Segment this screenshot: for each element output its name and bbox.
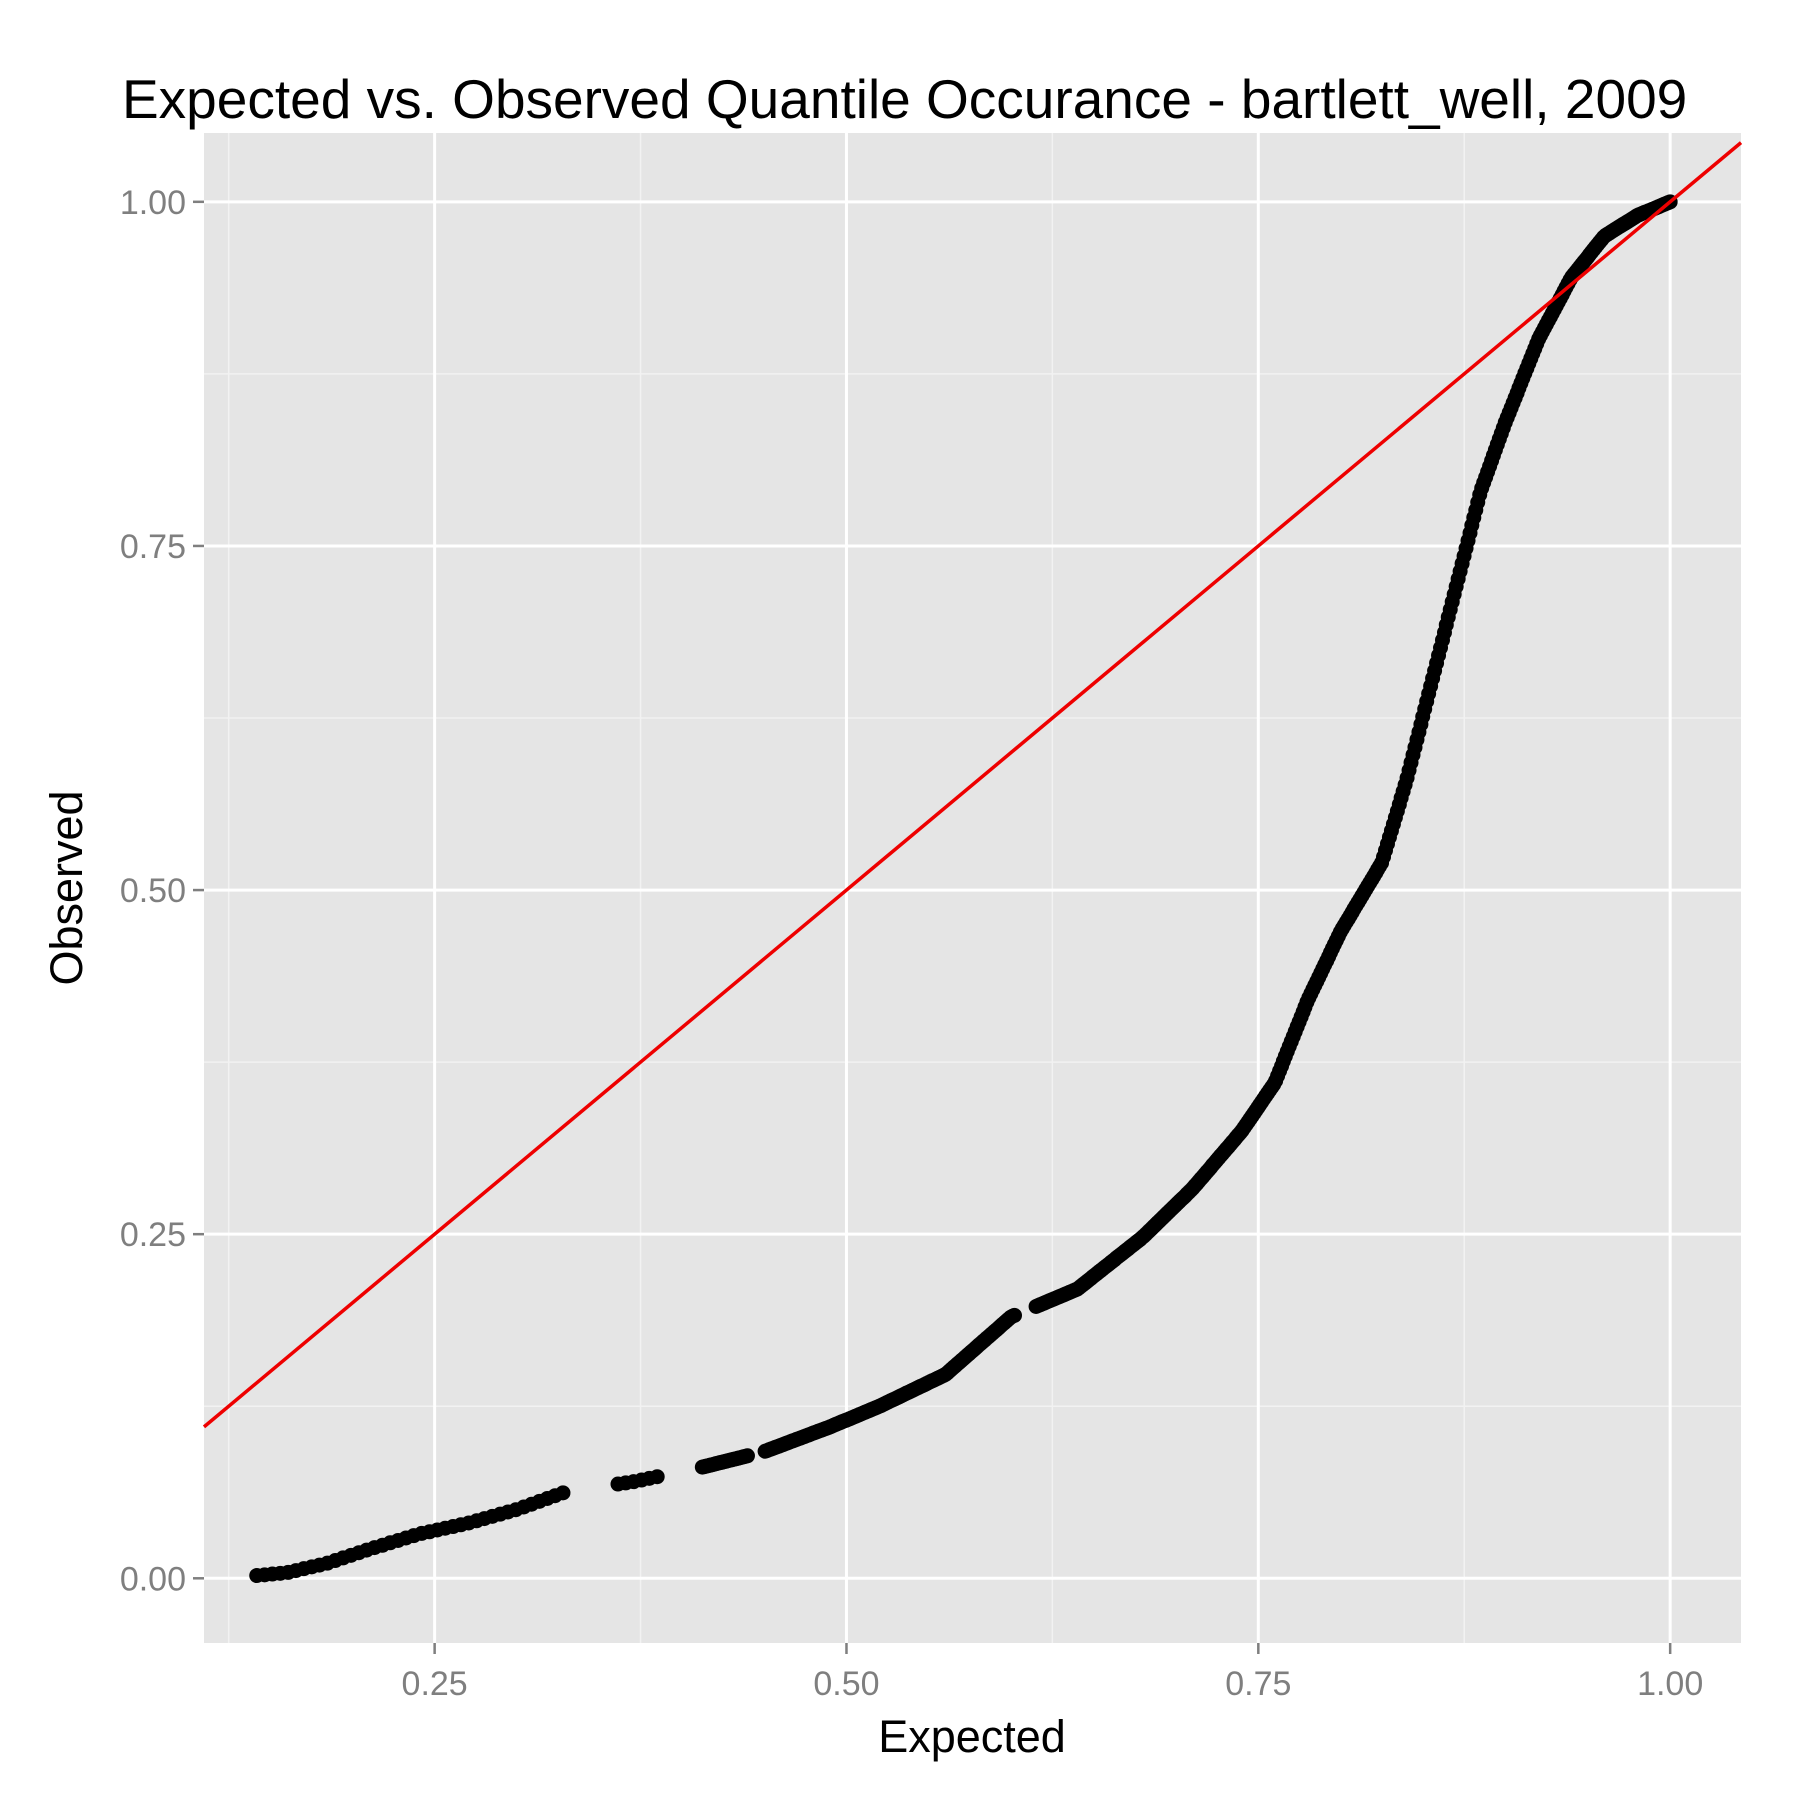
reference-line bbox=[202, 141, 1743, 1429]
y-axis: 0.00 0.25 0.50 0.75 1.00 bbox=[120, 184, 204, 1598]
x-tick-label: 1.00 bbox=[1637, 1665, 1703, 1703]
plot-panel bbox=[204, 133, 1741, 1643]
y-axis-title: Observed bbox=[41, 790, 92, 985]
x-axis-title: Expected bbox=[878, 1711, 1066, 1762]
data-point bbox=[739, 1448, 755, 1464]
y-tick-label: 1.00 bbox=[120, 184, 186, 222]
data-point bbox=[1007, 1307, 1023, 1323]
x-tick-label: 0.25 bbox=[402, 1665, 468, 1703]
y-tick-label: 0.00 bbox=[120, 1560, 186, 1598]
data-point bbox=[649, 1469, 665, 1485]
y-tick-label: 0.50 bbox=[120, 872, 186, 910]
chart-title: Expected vs. Observed Quantile Occurance… bbox=[122, 68, 1687, 130]
scatter-points bbox=[249, 194, 1678, 1584]
data-point bbox=[555, 1485, 571, 1501]
y-tick-label: 0.75 bbox=[120, 528, 186, 566]
reference-line-layer bbox=[202, 141, 1743, 1429]
x-axis: 0.25 0.50 0.75 1.00 bbox=[402, 1643, 1703, 1703]
x-tick-label: 0.50 bbox=[813, 1665, 879, 1703]
x-tick-label: 0.75 bbox=[1225, 1665, 1291, 1703]
y-tick-label: 0.25 bbox=[120, 1216, 186, 1254]
grid-minor-lines bbox=[204, 133, 1741, 1643]
